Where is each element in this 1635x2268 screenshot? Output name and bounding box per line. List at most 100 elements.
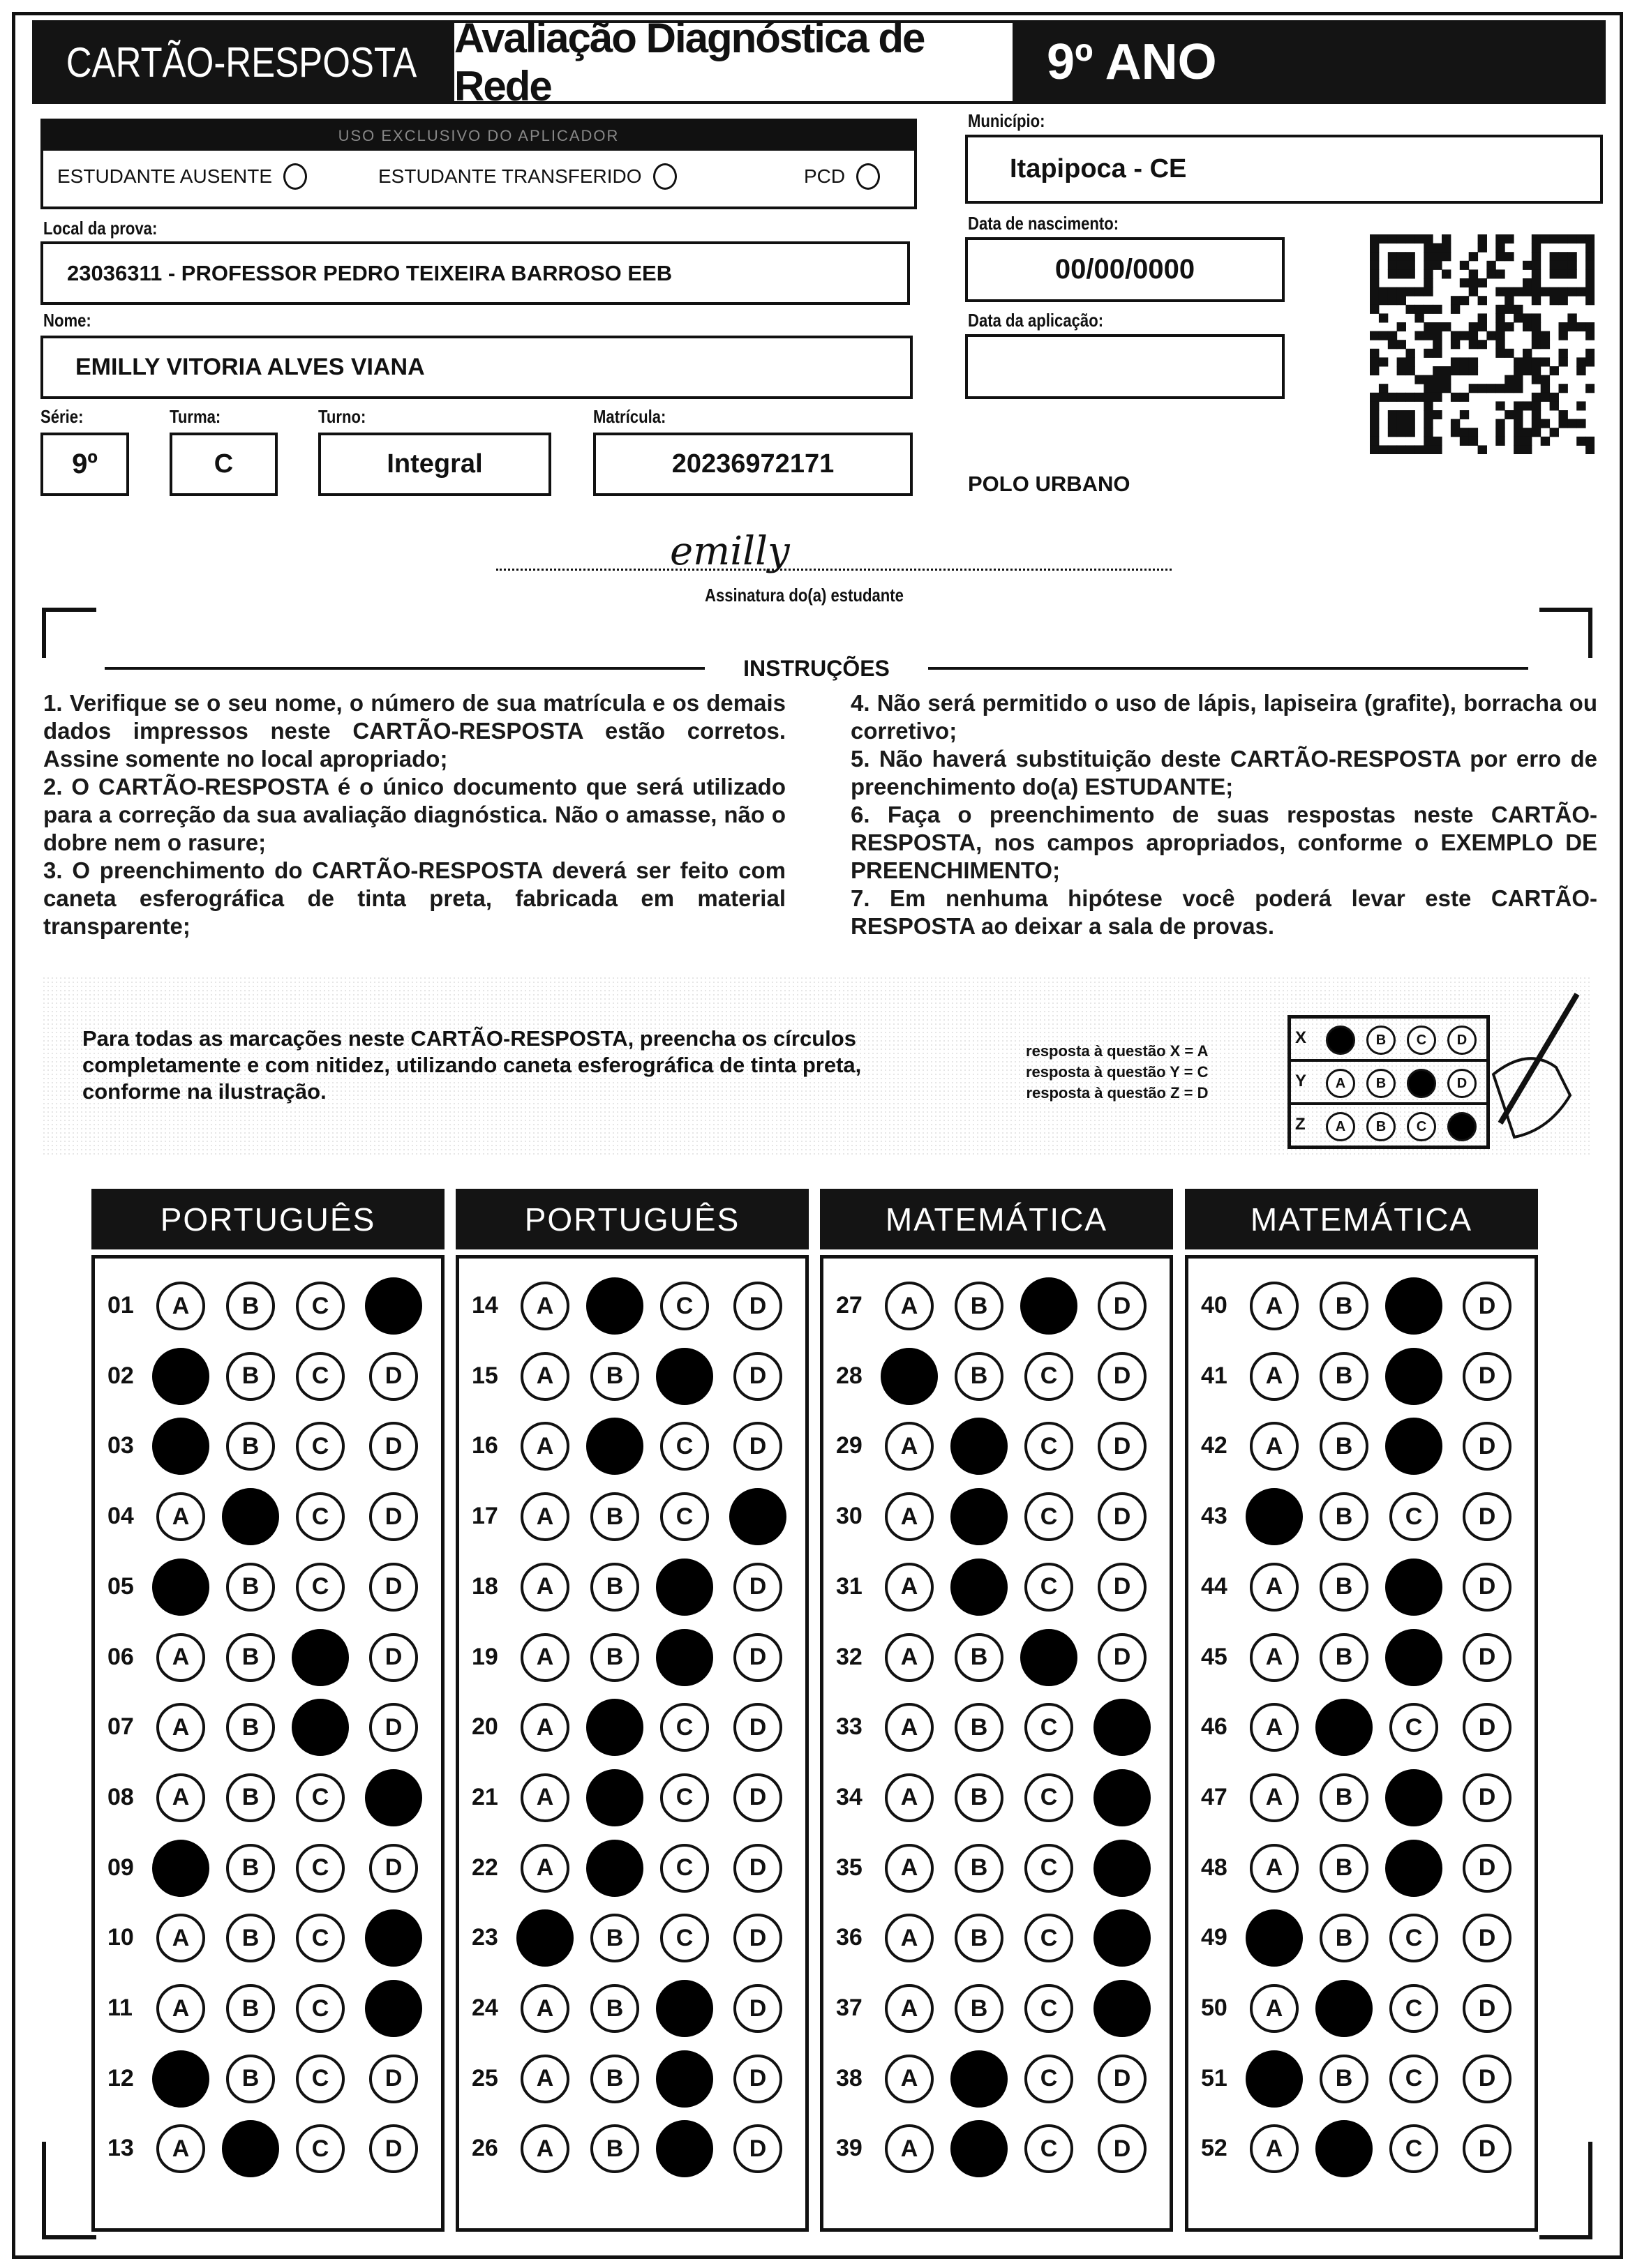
answer-bubble-d[interactable]: D	[1463, 1703, 1511, 1752]
answer-bubble-d[interactable]: D	[369, 1422, 418, 1471]
answer-bubble-b[interactable]: B	[590, 2124, 639, 2174]
answer-bubble-d[interactable]: D	[733, 1914, 782, 1963]
answer-bubble-c[interactable]: C	[1389, 1703, 1438, 1752]
answer-bubble-a[interactable]: A	[156, 1914, 205, 1963]
answer-bubble-d[interactable]: D	[369, 2124, 418, 2174]
answer-bubble-c[interactable]: C	[660, 1843, 709, 1893]
answer-bubble-d[interactable]: D	[733, 1351, 782, 1401]
answer-bubble-d[interactable]: D	[1463, 2124, 1511, 2174]
answer-bubble-d[interactable]: D	[1463, 1282, 1511, 1330]
answer-bubble-b[interactable]	[950, 2120, 1008, 2178]
answer-bubble-a[interactable]: A	[521, 2124, 569, 2174]
answer-bubble-c[interactable]: C	[1024, 1492, 1073, 1542]
answer-bubble-b[interactable]: B	[590, 1632, 639, 1682]
answer-bubble-c[interactable]: C	[296, 1914, 345, 1963]
answer-bubble-d[interactable]	[729, 1488, 786, 1546]
answer-bubble-c[interactable]: C	[660, 1914, 709, 1963]
answer-bubble-a[interactable]: A	[885, 1282, 934, 1330]
answer-bubble-c[interactable]	[1385, 1768, 1442, 1826]
answer-bubble-a[interactable]	[1246, 1909, 1303, 1967]
answer-bubble-b[interactable]: B	[590, 1914, 639, 1963]
answer-bubble-c[interactable]: C	[296, 1562, 345, 1612]
answer-bubble-b[interactable]: B	[590, 2054, 639, 2103]
answer-bubble-c[interactable]: C	[296, 1843, 345, 1893]
answer-bubble-d[interactable]: D	[1463, 1632, 1511, 1682]
answer-bubble-c[interactable]: C	[1024, 1843, 1073, 1893]
answer-bubble-b[interactable]: B	[955, 1914, 1003, 1963]
answer-bubble-d[interactable]: D	[369, 1492, 418, 1542]
answer-bubble-b[interactable]	[950, 2050, 1008, 2108]
answer-bubble-c[interactable]	[1020, 1277, 1077, 1335]
answer-bubble-c[interactable]	[1385, 1628, 1442, 1686]
answer-bubble-b[interactable]: B	[955, 1632, 1003, 1682]
answer-bubble-a[interactable]: A	[1250, 1984, 1299, 2033]
answer-bubble-b[interactable]: B	[1320, 2054, 1368, 2103]
answer-bubble-d[interactable]: D	[733, 1843, 782, 1893]
answer-bubble-c[interactable]	[656, 2120, 713, 2178]
answer-bubble-c[interactable]: C	[1389, 1914, 1438, 1963]
answer-bubble-b[interactable]	[222, 1488, 279, 1546]
answer-bubble-d[interactable]: D	[1463, 1351, 1511, 1401]
answer-bubble-b[interactable]: B	[1320, 1632, 1368, 1682]
answer-bubble-a[interactable]: A	[1250, 1282, 1299, 1330]
answer-bubble-a[interactable]	[516, 1909, 574, 1967]
answer-bubble-c[interactable]: C	[660, 1422, 709, 1471]
answer-bubble-a[interactable]	[152, 1347, 209, 1405]
answer-bubble-d[interactable]: D	[1463, 1984, 1511, 2033]
answer-bubble-d[interactable]: D	[1463, 1492, 1511, 1542]
answer-bubble-a[interactable]: A	[156, 1773, 205, 1822]
answer-bubble-c[interactable]: C	[296, 1492, 345, 1542]
answer-bubble-d[interactable]	[1093, 1699, 1151, 1757]
answer-bubble-c[interactable]: C	[660, 1492, 709, 1542]
radio-circle-icon[interactable]	[283, 163, 308, 190]
answer-bubble-c[interactable]	[1385, 1347, 1442, 1405]
answer-bubble-c[interactable]: C	[1024, 1703, 1073, 1752]
answer-bubble-b[interactable]	[586, 1277, 643, 1335]
answer-bubble-d[interactable]: D	[1098, 1562, 1147, 1612]
answer-bubble-d[interactable]: D	[369, 1562, 418, 1612]
answer-bubble-c[interactable]: C	[1024, 1351, 1073, 1401]
answer-bubble-d[interactable]: D	[733, 1562, 782, 1612]
answer-bubble-b[interactable]: B	[955, 1282, 1003, 1330]
answer-bubble-a[interactable]: A	[1250, 1632, 1299, 1682]
answer-bubble-c[interactable]: C	[660, 1773, 709, 1822]
answer-bubble-a[interactable]: A	[885, 1773, 934, 1822]
answer-bubble-a[interactable]: A	[156, 1632, 205, 1682]
answer-bubble-d[interactable]	[1093, 1839, 1151, 1897]
answer-bubble-a[interactable]: A	[521, 1492, 569, 1542]
option-pcd[interactable]: PCD	[804, 163, 881, 190]
answer-bubble-d[interactable]: D	[1463, 1562, 1511, 1612]
answer-bubble-d[interactable]: D	[1098, 1282, 1147, 1330]
answer-bubble-d[interactable]	[1093, 1980, 1151, 2037]
answer-bubble-c[interactable]	[1020, 1628, 1077, 1686]
answer-bubble-c[interactable]: C	[1024, 2054, 1073, 2103]
answer-bubble-b[interactable]: B	[1320, 1351, 1368, 1401]
answer-bubble-c[interactable]: C	[296, 1984, 345, 2033]
answer-bubble-a[interactable]: A	[521, 1422, 569, 1471]
answer-bubble-c[interactable]: C	[296, 1351, 345, 1401]
answer-bubble-b[interactable]	[586, 1418, 643, 1475]
answer-bubble-b[interactable]: B	[1320, 1282, 1368, 1330]
answer-bubble-b[interactable]: B	[1320, 1422, 1368, 1471]
answer-bubble-a[interactable]: A	[885, 1562, 934, 1612]
answer-bubble-a[interactable]: A	[1250, 1351, 1299, 1401]
answer-bubble-b[interactable]: B	[226, 2054, 275, 2103]
answer-bubble-c[interactable]: C	[1389, 1492, 1438, 1542]
answer-bubble-b[interactable]: B	[226, 1282, 275, 1330]
answer-bubble-d[interactable]: D	[369, 1351, 418, 1401]
answer-bubble-b[interactable]: B	[226, 1562, 275, 1612]
answer-bubble-c[interactable]: C	[1389, 2124, 1438, 2174]
answer-bubble-c[interactable]	[1385, 1839, 1442, 1897]
answer-bubble-d[interactable]: D	[733, 1703, 782, 1752]
answer-bubble-b[interactable]: B	[1320, 1843, 1368, 1893]
answer-bubble-d[interactable]: D	[369, 1843, 418, 1893]
answer-bubble-b[interactable]	[1315, 1980, 1373, 2037]
answer-bubble-a[interactable]: A	[521, 2054, 569, 2103]
answer-bubble-b[interactable]: B	[1320, 1562, 1368, 1612]
answer-bubble-c[interactable]: C	[1024, 1422, 1073, 1471]
answer-bubble-a[interactable]	[881, 1347, 938, 1405]
answer-bubble-d[interactable]: D	[369, 2054, 418, 2103]
answer-bubble-a[interactable]	[152, 1839, 209, 1897]
answer-bubble-d[interactable]: D	[1098, 1422, 1147, 1471]
answer-bubble-c[interactable]: C	[1389, 2054, 1438, 2103]
